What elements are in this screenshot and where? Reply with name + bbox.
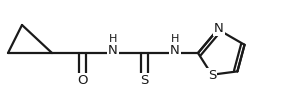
Text: H: H <box>171 34 179 44</box>
Text: N: N <box>214 22 224 35</box>
Text: O: O <box>77 74 87 87</box>
Text: H: H <box>109 34 117 44</box>
Text: S: S <box>208 69 216 82</box>
Text: S: S <box>140 74 148 87</box>
Text: N: N <box>170 45 180 57</box>
Text: N: N <box>108 45 118 57</box>
